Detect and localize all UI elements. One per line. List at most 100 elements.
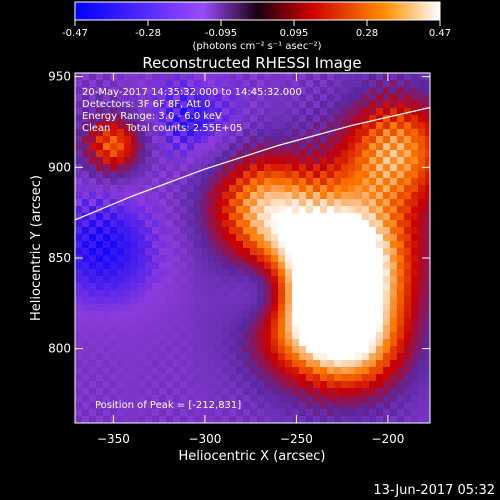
- heatmap-cell: [362, 332, 369, 339]
- heatmap-cell: [425, 115, 430, 122]
- heatmap-cell: [264, 234, 271, 241]
- heatmap-cell: [187, 346, 194, 353]
- heatmap-cell: [250, 311, 257, 318]
- heatmap-cell: [215, 136, 222, 143]
- heatmap-cell: [348, 304, 355, 311]
- heatmap-cell: [411, 416, 418, 423]
- x-tick-label: −300: [188, 432, 221, 446]
- heatmap-cell: [383, 318, 390, 325]
- heatmap-cell: [369, 374, 376, 381]
- heatmap-cell: [194, 157, 201, 164]
- heatmap-cell: [362, 234, 369, 241]
- heatmap-cell: [215, 213, 222, 220]
- heatmap-cell: [334, 416, 341, 423]
- heatmap-cell: [418, 283, 425, 290]
- heatmap-cell: [320, 129, 327, 136]
- heatmap-cell: [306, 122, 313, 129]
- heatmap-cell: [264, 248, 271, 255]
- heatmap-cell: [145, 87, 152, 94]
- heatmap-cell: [418, 353, 425, 360]
- heatmap-cell: [201, 129, 208, 136]
- heatmap-cell: [215, 157, 222, 164]
- heatmap-cell: [117, 87, 124, 94]
- heatmap-cell: [271, 304, 278, 311]
- heatmap-cell: [292, 332, 299, 339]
- heatmap-cell: [348, 241, 355, 248]
- heatmap-cell: [341, 129, 348, 136]
- heatmap-cell: [96, 129, 103, 136]
- heatmap-cell: [257, 115, 264, 122]
- heatmap-cell: [292, 276, 299, 283]
- heatmap-cell: [425, 122, 430, 129]
- heatmap-cell: [222, 304, 229, 311]
- heatmap-cell: [327, 360, 334, 367]
- heatmap-cell: [96, 227, 103, 234]
- heatmap-cell: [397, 304, 404, 311]
- heatmap-cell: [152, 283, 159, 290]
- heatmap-cell: [75, 192, 82, 199]
- heatmap-cell: [201, 227, 208, 234]
- heatmap-cell: [425, 276, 430, 283]
- heatmap-cell: [257, 199, 264, 206]
- heatmap-cell: [166, 220, 173, 227]
- heatmap-cell: [215, 171, 222, 178]
- heatmap-cell: [334, 360, 341, 367]
- colorbar-unit-label: (photons cm⁻² s⁻¹ asec⁻²): [192, 41, 321, 52]
- heatmap-cell: [117, 360, 124, 367]
- heatmap-cell: [376, 108, 383, 115]
- heatmap-cell: [404, 94, 411, 101]
- heatmap-cell: [243, 269, 250, 276]
- heatmap-cell: [236, 164, 243, 171]
- heatmap-cell: [425, 374, 430, 381]
- heatmap-cell: [131, 374, 138, 381]
- heatmap-cell: [404, 241, 411, 248]
- heatmap-cell: [299, 283, 306, 290]
- heatmap-cell: [75, 122, 82, 129]
- heatmap-cell: [306, 353, 313, 360]
- heatmap-cell: [390, 353, 397, 360]
- heatmap-cell: [222, 80, 229, 87]
- heatmap-cell: [236, 339, 243, 346]
- heatmap-cell: [96, 80, 103, 87]
- heatmap-cell: [257, 360, 264, 367]
- heatmap-cell: [152, 290, 159, 297]
- heatmap-cell: [376, 227, 383, 234]
- heatmap-cell: [299, 395, 306, 402]
- heatmap-cell: [264, 199, 271, 206]
- heatmap-cell: [89, 227, 96, 234]
- heatmap-cell: [264, 311, 271, 318]
- heatmap-cell: [138, 101, 145, 108]
- heatmap-cell: [89, 171, 96, 178]
- heatmap-cell: [194, 115, 201, 122]
- heatmap-cell: [124, 164, 131, 171]
- heatmap-cell: [103, 353, 110, 360]
- heatmap-cell: [152, 262, 159, 269]
- heatmap-cell: [390, 234, 397, 241]
- heatmap-cell: [89, 276, 96, 283]
- heatmap-cell: [194, 276, 201, 283]
- heatmap-cell: [390, 360, 397, 367]
- heatmap-cell: [82, 171, 89, 178]
- heatmap-cell: [96, 409, 103, 416]
- heatmap-cell: [341, 101, 348, 108]
- heatmap-cell: [124, 332, 131, 339]
- heatmap-cell: [271, 73, 278, 80]
- heatmap-cell: [103, 73, 110, 80]
- heatmap-cell: [222, 192, 229, 199]
- heatmap-cell: [145, 346, 152, 353]
- heatmap-cell: [110, 157, 117, 164]
- heatmap-cell: [383, 262, 390, 269]
- heatmap-cell: [103, 283, 110, 290]
- heatmap-cell: [411, 143, 418, 150]
- heatmap-cell: [215, 108, 222, 115]
- heatmap-cell: [215, 374, 222, 381]
- heatmap-cell: [299, 80, 306, 87]
- heatmap-cell: [362, 269, 369, 276]
- heatmap-cell: [369, 234, 376, 241]
- heatmap-cell: [229, 129, 236, 136]
- heatmap-cell: [313, 416, 320, 423]
- heatmap-cell: [369, 227, 376, 234]
- heatmap-cell: [355, 402, 362, 409]
- heatmap-cell: [187, 311, 194, 318]
- heatmap-cell: [187, 87, 194, 94]
